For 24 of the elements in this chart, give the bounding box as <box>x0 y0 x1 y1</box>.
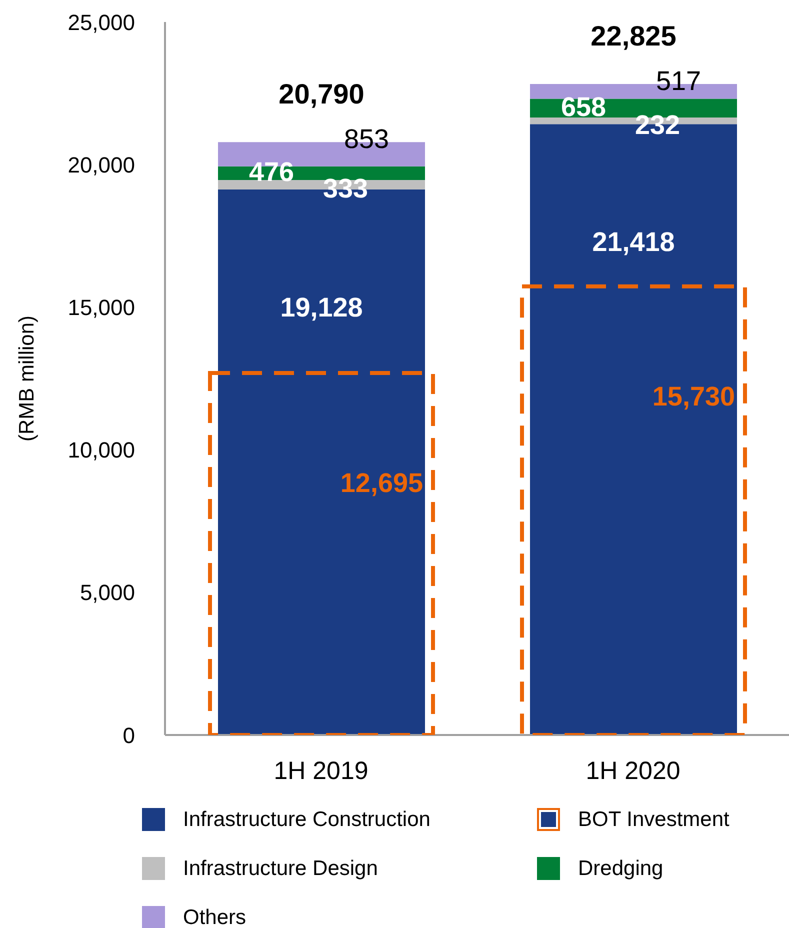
data-label: 12,695 <box>340 468 423 498</box>
y-tick-label: 0 <box>122 722 135 748</box>
data-label: 476 <box>248 157 294 188</box>
y-tick-label: 10,000 <box>68 438 135 463</box>
total-label: 22,825 <box>590 20 676 52</box>
data-label: 15,730 <box>652 381 735 412</box>
y-axis-title: (RMB million) <box>15 316 38 442</box>
y-tick-label: 25,000 <box>68 10 135 35</box>
legend-label: BOT Investment <box>578 808 730 832</box>
data-label: 19,128 <box>280 292 363 322</box>
data-label: 21,418 <box>592 227 675 258</box>
data-label: 658 <box>560 92 606 122</box>
legend-label: Infrastructure Construction <box>183 808 430 832</box>
total-label: 20,790 <box>278 78 364 110</box>
data-label: 853 <box>344 124 390 154</box>
legend-label: Others <box>183 906 246 928</box>
x-tick-label: 1H 2020 <box>586 756 680 785</box>
legend-label: Dredging <box>578 856 664 880</box>
legend-label: Infrastructure Design <box>183 856 378 880</box>
data-label: 517 <box>656 66 702 96</box>
y-tick-label: 5,000 <box>80 580 135 606</box>
y-tick-label: 15,000 <box>68 295 135 320</box>
x-tick-label: 1H 2019 <box>274 756 368 785</box>
y-tick-label: 20,000 <box>68 152 135 178</box>
